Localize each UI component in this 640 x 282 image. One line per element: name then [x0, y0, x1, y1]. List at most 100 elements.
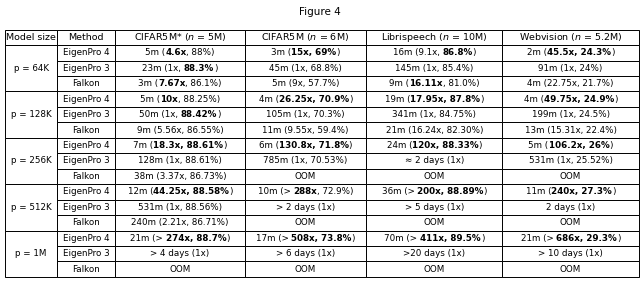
Bar — [115, 261, 244, 277]
Text: 3m (: 3m ( — [271, 48, 291, 57]
Text: 9m (5.56x, 86.55%): 9m (5.56x, 86.55%) — [136, 125, 223, 135]
Bar — [244, 91, 366, 107]
Text: Falkon: Falkon — [72, 172, 100, 181]
Bar — [502, 107, 639, 122]
Text: CIFAR5M* ($n$ = 5M): CIFAR5M* ($n$ = 5M) — [134, 31, 227, 43]
Text: ): ) — [337, 48, 340, 57]
Bar — [57, 45, 115, 61]
Text: 120x, 88.33%: 120x, 88.33% — [412, 141, 479, 150]
Bar — [57, 107, 115, 122]
Text: 7.67x: 7.67x — [158, 79, 186, 88]
Text: OOM: OOM — [295, 218, 316, 227]
Bar — [244, 184, 366, 200]
Bar — [57, 246, 115, 261]
Text: p = 128K: p = 128K — [11, 110, 51, 119]
Text: 11m (9.55x, 59.4%): 11m (9.55x, 59.4%) — [262, 125, 349, 135]
Text: , 88%): , 88%) — [186, 48, 215, 57]
Text: 6m (: 6m ( — [259, 141, 278, 150]
Bar — [366, 45, 502, 61]
Bar — [57, 91, 115, 107]
Bar — [366, 184, 502, 200]
Bar — [57, 76, 115, 91]
Text: OOM: OOM — [295, 265, 316, 274]
Text: ): ) — [479, 141, 482, 150]
Text: Model size: Model size — [6, 33, 56, 42]
Text: 21m (>: 21m (> — [130, 234, 166, 243]
Text: 38m (3.37x, 86.73%): 38m (3.37x, 86.73%) — [134, 172, 227, 181]
Text: 2m (: 2m ( — [527, 48, 547, 57]
Text: 19m (: 19m ( — [385, 95, 410, 104]
Bar — [502, 153, 639, 169]
Bar — [57, 200, 115, 215]
Text: ): ) — [612, 188, 616, 196]
Bar — [502, 184, 639, 200]
Text: OOM: OOM — [295, 172, 316, 181]
Text: 36m (>: 36m (> — [381, 188, 417, 196]
Text: 49.75x, 24.9%: 49.75x, 24.9% — [544, 95, 614, 104]
Text: ): ) — [229, 188, 232, 196]
Text: >20 days (1x): >20 days (1x) — [403, 249, 465, 258]
Text: 9m (: 9m ( — [389, 79, 410, 88]
Text: EigenPro 3: EigenPro 3 — [63, 110, 109, 119]
Bar — [244, 231, 366, 246]
Bar — [244, 246, 366, 261]
Text: OOM: OOM — [424, 265, 445, 274]
Bar — [244, 122, 366, 138]
Text: 105m (1x, 70.3%): 105m (1x, 70.3%) — [266, 110, 345, 119]
Text: EigenPro 4: EigenPro 4 — [63, 234, 109, 243]
Text: , 72.9%): , 72.9%) — [317, 188, 353, 196]
Text: Librispeech ($n$ = 10M): Librispeech ($n$ = 10M) — [381, 31, 488, 44]
Text: 5m (: 5m ( — [140, 95, 160, 104]
Text: EigenPro 3: EigenPro 3 — [63, 64, 109, 73]
Bar — [57, 122, 115, 138]
Text: ): ) — [611, 48, 614, 57]
Bar — [366, 122, 502, 138]
Text: Falkon: Falkon — [72, 218, 100, 227]
Bar — [115, 200, 244, 215]
Bar — [57, 215, 115, 231]
Bar — [502, 45, 639, 61]
Bar — [5, 45, 57, 91]
Bar — [366, 200, 502, 215]
Text: 2 days (1x): 2 days (1x) — [546, 203, 595, 212]
Text: EigenPro 4: EigenPro 4 — [63, 48, 109, 57]
Text: , 81.0%): , 81.0%) — [443, 79, 479, 88]
Text: OOM: OOM — [560, 172, 581, 181]
Text: 128m (1x, 88.61%): 128m (1x, 88.61%) — [138, 157, 222, 166]
Text: 7m (: 7m ( — [133, 141, 154, 150]
Text: 4m (22.75x, 21.7%): 4m (22.75x, 21.7%) — [527, 79, 614, 88]
Text: Figure 4: Figure 4 — [299, 7, 341, 17]
Text: 10x: 10x — [160, 95, 178, 104]
Bar — [115, 30, 244, 45]
Text: 240m (2.21x, 86.71%): 240m (2.21x, 86.71%) — [131, 218, 228, 227]
Text: 531m (1x, 25.52%): 531m (1x, 25.52%) — [529, 157, 612, 166]
Bar — [115, 91, 244, 107]
Bar — [502, 200, 639, 215]
Text: 88.3%: 88.3% — [184, 64, 214, 73]
Text: 44.25x, 88.58%: 44.25x, 88.58% — [153, 188, 229, 196]
Bar — [57, 184, 115, 200]
Bar — [244, 30, 366, 45]
Text: 50m (1x,: 50m (1x, — [139, 110, 181, 119]
Text: ): ) — [484, 188, 487, 196]
Text: > 10 days (1x): > 10 days (1x) — [538, 249, 603, 258]
Bar — [244, 200, 366, 215]
Text: 10m (>: 10m (> — [257, 188, 293, 196]
Bar — [502, 215, 639, 231]
Text: 24m (: 24m ( — [387, 141, 412, 150]
Bar — [115, 184, 244, 200]
Bar — [366, 231, 502, 246]
Bar — [366, 30, 502, 45]
Bar — [244, 169, 366, 184]
Bar — [502, 91, 639, 107]
Bar — [502, 122, 639, 138]
Text: 91m (1x, 24%): 91m (1x, 24%) — [538, 64, 603, 73]
Text: ): ) — [349, 141, 352, 150]
Bar — [244, 153, 366, 169]
Text: 130.8x, 71.8%: 130.8x, 71.8% — [278, 141, 349, 150]
Text: 411x, 89.5%: 411x, 89.5% — [420, 234, 481, 243]
Text: CIFAR5M ($n$ = 6M): CIFAR5M ($n$ = 6M) — [261, 31, 349, 43]
Text: 341m (1x, 84.75%): 341m (1x, 84.75%) — [392, 110, 476, 119]
Bar — [57, 153, 115, 169]
Text: 13m (15.31x, 22.4%): 13m (15.31x, 22.4%) — [525, 125, 616, 135]
